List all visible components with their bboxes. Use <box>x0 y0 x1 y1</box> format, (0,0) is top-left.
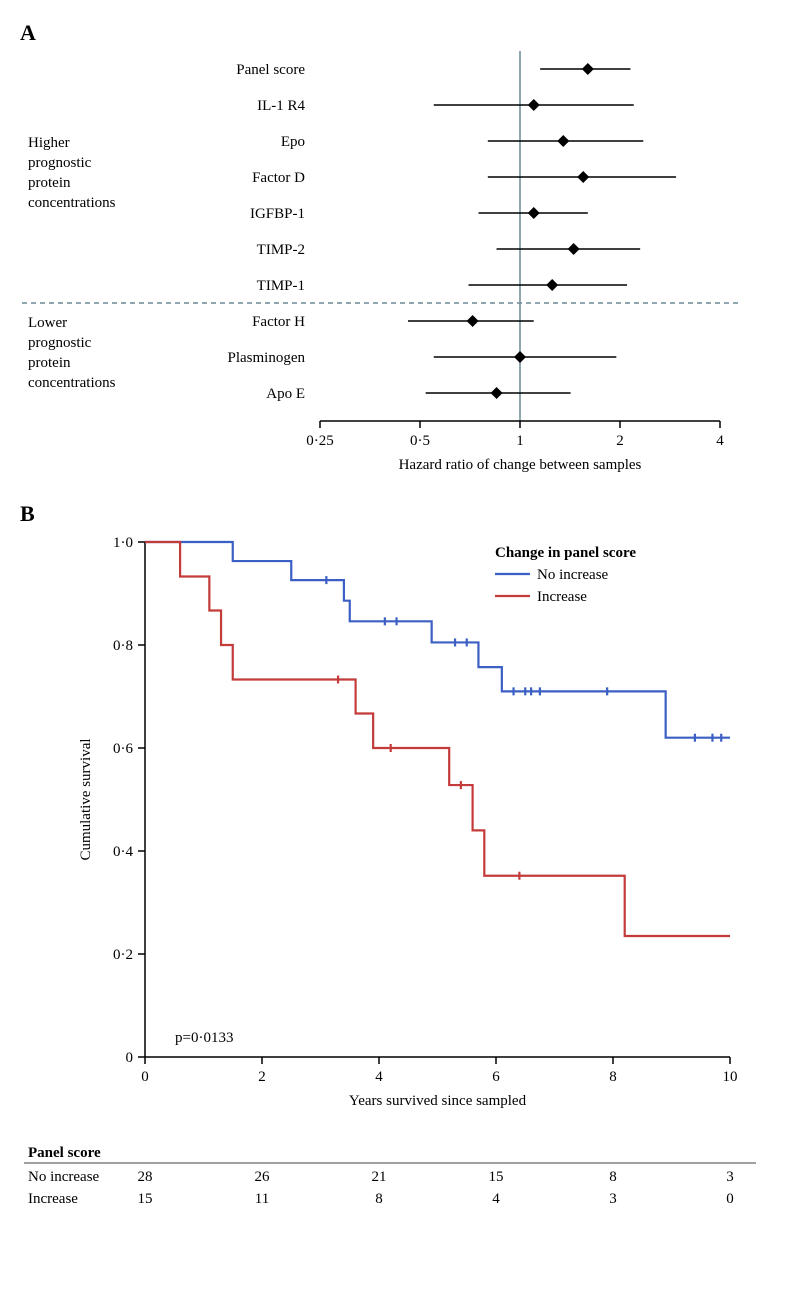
forest-row-label: Factor D <box>252 170 305 186</box>
x-tick-label: 1 <box>516 433 524 449</box>
forest-row-label: IGFBP-1 <box>250 206 305 222</box>
km-curve <box>145 542 730 738</box>
y-tick-label: 0·8 <box>113 638 133 654</box>
x-tick-label: 2 <box>616 433 624 449</box>
x-tick-label: 2 <box>258 1069 266 1085</box>
risk-row-label: No increase <box>28 1169 100 1185</box>
km-plot: 0 0·2 0·4 0·6 0·8 1·0 0 2 4 6 8 10 Years survived si… <box>20 527 760 1137</box>
hr-marker <box>491 387 503 399</box>
y-tick-label: 0 <box>126 1050 134 1066</box>
risk-cell: 4 <box>492 1191 500 1207</box>
hr-marker <box>546 279 558 291</box>
panel-a-label: A <box>20 20 769 46</box>
risk-cell: 3 <box>726 1169 734 1185</box>
x-tick-label: 6 <box>492 1069 500 1085</box>
x-tick-label: 0·25 <box>306 433 334 449</box>
risk-cell: 21 <box>372 1169 387 1185</box>
risk-cell: 11 <box>255 1191 269 1207</box>
legend-label: Increase <box>537 589 587 605</box>
x-axis-label: Years survived since sampled <box>349 1093 527 1109</box>
hr-marker <box>568 243 580 255</box>
x-tick-label: 10 <box>723 1069 738 1085</box>
risk-cell: 26 <box>255 1169 271 1185</box>
risk-table-header: Panel score <box>28 1145 101 1161</box>
legend-title: Change in panel score <box>495 545 636 561</box>
km-curve <box>145 542 730 936</box>
x-tick-label: 8 <box>609 1069 617 1085</box>
hr-marker <box>467 315 479 327</box>
hr-marker <box>577 171 589 183</box>
group-label-lower: prognostic <box>28 335 92 351</box>
forest-row-label: Panel score <box>236 62 305 78</box>
group-label-lower: protein <box>28 355 71 371</box>
risk-row-label: Increase <box>28 1191 78 1207</box>
risk-cell: 15 <box>138 1191 153 1207</box>
forest-row-label: IL-1 R4 <box>257 98 305 114</box>
risk-cell: 3 <box>609 1191 617 1207</box>
risk-cell: 15 <box>489 1169 504 1185</box>
group-label-upper: protein <box>28 175 71 191</box>
hr-marker <box>557 135 569 147</box>
group-label-lower: Lower <box>28 315 67 331</box>
x-tick-label: 0 <box>141 1069 149 1085</box>
forest-plot: Panel score IL-1 R4 Epo Factor D IGFBP-1 TIMP… <box>20 46 740 476</box>
panel-b-label: B <box>20 501 769 527</box>
forest-row-label: Plasminogen <box>228 350 306 366</box>
group-label-upper: Higher <box>28 135 70 151</box>
x-tick-label: 4 <box>716 433 724 449</box>
hr-marker <box>582 63 594 75</box>
risk-table-svg: Panel score No increase 28 26 21 15 8 3 Increase… <box>20 1141 760 1221</box>
group-label-upper: concentrations <box>28 195 116 211</box>
legend-label: No increase <box>537 567 609 583</box>
x-tick-label: 0·5 <box>410 433 430 449</box>
risk-cell: 8 <box>375 1191 383 1207</box>
panel-a: A Panel score IL-1 R4 Epo Factor D IGFBP-1 TI… <box>20 20 769 476</box>
y-axis-label: Cumulative survival <box>78 738 94 860</box>
forest-row-label: TIMP-1 <box>257 278 305 294</box>
y-tick-label: 0·6 <box>113 741 133 757</box>
group-label-upper: prognostic <box>28 155 92 171</box>
risk-table: Panel score No increase 28 26 21 15 8 3 Increase… <box>20 1141 769 1221</box>
x-tick-label: 4 <box>375 1069 383 1085</box>
y-tick-label: 0·2 <box>113 947 133 963</box>
hr-marker <box>528 207 540 219</box>
x-axis-label: Hazard ratio of change between samples <box>399 457 642 473</box>
y-tick-label: 1·0 <box>113 535 133 551</box>
risk-cell: 28 <box>138 1169 153 1185</box>
hr-marker <box>528 99 540 111</box>
risk-cell: 8 <box>609 1169 617 1185</box>
forest-row-label: Apo E <box>266 386 305 402</box>
p-value: p=0·0133 <box>175 1030 233 1046</box>
forest-row-label: Epo <box>281 134 305 150</box>
y-tick-label: 0·4 <box>113 844 133 860</box>
forest-row-label: Factor H <box>252 314 305 330</box>
risk-cell: 0 <box>726 1191 734 1207</box>
hr-marker <box>514 351 526 363</box>
forest-row-label: TIMP-2 <box>257 242 305 258</box>
panel-b: B 0 0·2 0·4 0·6 0·8 1·0 0 2 4 6 8 10 Years survived … <box>20 501 769 1137</box>
group-label-lower: concentrations <box>28 375 116 391</box>
